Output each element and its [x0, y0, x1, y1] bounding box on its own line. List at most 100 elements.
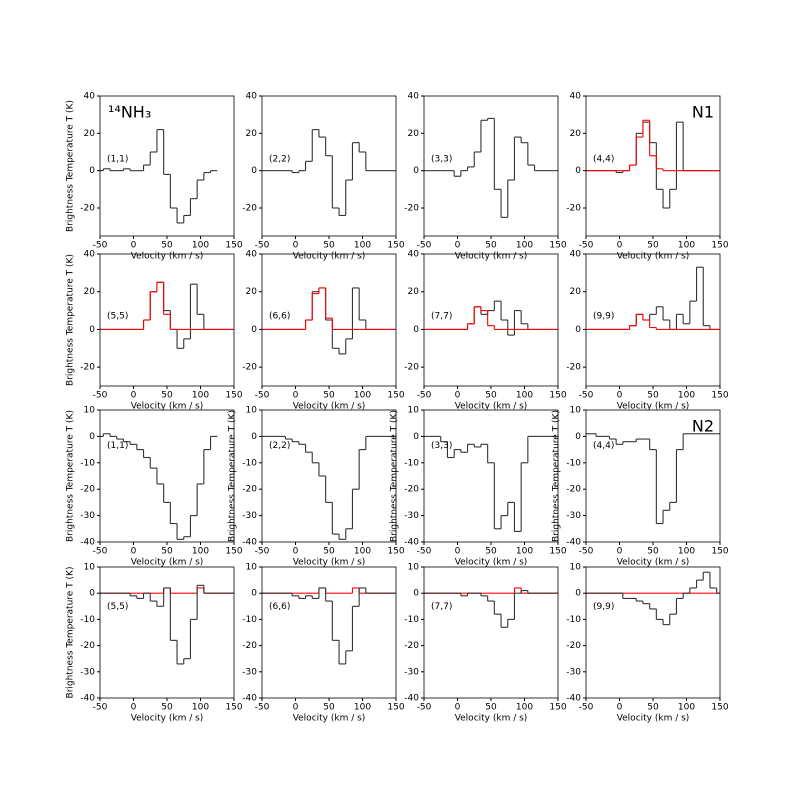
- panel: -50 0 50 100 150 -20 0 20 40 Velocity (km / s) (7,…: [404, 250, 567, 412]
- x-axis-label: Velocity (km / s): [617, 402, 690, 412]
- x-tick-label: 0: [617, 547, 623, 557]
- y-tick-label: -30: [566, 511, 581, 521]
- axes-frame: [261, 566, 397, 699]
- y-tick-label: 0: [413, 325, 419, 335]
- y-tick-label: -20: [242, 204, 257, 214]
- y-tick-label: 0: [251, 432, 257, 442]
- y-tick-label: -10: [80, 458, 95, 468]
- x-tick-label: 0: [455, 703, 461, 713]
- x-axis-label: Velocity (km / s): [293, 558, 366, 568]
- x-axis-label: Velocity (km / s): [455, 714, 528, 724]
- y-tick-label: 10: [84, 563, 96, 573]
- x-tick-label: 50: [323, 391, 335, 401]
- y-tick-label: 20: [84, 129, 96, 139]
- y-tick-label: -10: [566, 458, 581, 468]
- panel-label: (1,1): [107, 441, 128, 451]
- axes-frame: [99, 409, 235, 543]
- x-tick-label: 50: [161, 391, 173, 401]
- x-tick-label: 50: [485, 547, 497, 557]
- x-tick-label: -50: [417, 547, 432, 557]
- panel-tag: N2: [692, 417, 714, 436]
- y-tick-label: 0: [251, 325, 257, 335]
- y-tick-label: -20: [80, 204, 95, 214]
- panel-label: (6,6): [269, 602, 290, 612]
- y-tick-label: 20: [408, 287, 420, 297]
- x-tick-label: 100: [192, 547, 209, 557]
- panel-label: (4,4): [593, 155, 614, 165]
- x-tick-label: 50: [323, 703, 335, 713]
- y-tick-label: -10: [404, 615, 419, 625]
- x-tick-label: 50: [161, 241, 173, 251]
- y-tick-label: 40: [570, 250, 582, 260]
- y-axis-label: Brightness Temperature T (K): [66, 567, 76, 699]
- y-tick-label: -40: [242, 538, 257, 548]
- y-tick-label: 40: [84, 250, 96, 260]
- x-tick-label: 0: [293, 703, 299, 713]
- y-tick-label: 40: [408, 92, 420, 102]
- x-tick-label: -50: [255, 703, 270, 713]
- y-tick-label: 20: [246, 287, 258, 297]
- axes-frame: [261, 95, 397, 237]
- y-tick-label: -20: [566, 363, 581, 373]
- x-tick-label: 50: [647, 391, 659, 401]
- y-tick-label: 0: [575, 432, 581, 442]
- x-tick-label: 0: [455, 391, 461, 401]
- y-tick-label: -30: [80, 511, 95, 521]
- x-tick-label: 50: [485, 241, 497, 251]
- y-tick-label: 20: [408, 129, 420, 139]
- panel: -50 0 50 100 150 -20 0 20 40 Velocity (km / s) (9,…: [566, 250, 729, 412]
- x-tick-label: -50: [417, 241, 432, 251]
- x-tick-label: 100: [516, 241, 533, 251]
- y-tick-label: 10: [246, 406, 258, 416]
- panel: -50 0 50 100 150 -20 0 20 40 Velocity (km / s) (3,…: [404, 92, 567, 262]
- y-tick-label: -40: [566, 538, 581, 548]
- x-tick-label: 150: [549, 547, 566, 557]
- x-axis-label: Velocity (km / s): [293, 714, 366, 724]
- y-tick-label: 0: [251, 166, 257, 176]
- x-tick-label: 150: [711, 703, 728, 713]
- x-tick-label: 50: [485, 391, 497, 401]
- x-tick-label: 100: [516, 703, 533, 713]
- y-tick-label: 10: [246, 563, 258, 573]
- x-tick-label: 0: [131, 703, 137, 713]
- x-tick-label: 100: [192, 241, 209, 251]
- x-tick-label: -50: [579, 547, 594, 557]
- x-tick-label: 150: [549, 391, 566, 401]
- y-tick-label: -20: [566, 485, 581, 495]
- y-tick-label: 0: [89, 325, 95, 335]
- x-tick-label: -50: [255, 241, 270, 251]
- axes-frame: [585, 253, 721, 387]
- axes-frame: [585, 409, 721, 543]
- y-tick-label: 10: [570, 406, 582, 416]
- y-tick-label: 0: [413, 589, 419, 599]
- y-tick-label: 0: [575, 589, 581, 599]
- x-tick-label: 150: [549, 241, 566, 251]
- x-tick-label: 150: [225, 391, 242, 401]
- x-tick-label: 150: [549, 703, 566, 713]
- x-tick-label: 50: [323, 241, 335, 251]
- y-tick-label: 0: [413, 166, 419, 176]
- x-axis-label: Velocity (km / s): [455, 402, 528, 412]
- y-tick-label: -10: [80, 615, 95, 625]
- x-tick-label: -50: [579, 241, 594, 251]
- x-tick-label: -50: [579, 703, 594, 713]
- x-tick-label: 150: [711, 547, 728, 557]
- y-tick-label: -30: [404, 667, 419, 677]
- x-tick-label: 150: [387, 391, 404, 401]
- x-tick-label: -50: [255, 547, 270, 557]
- x-axis-label: Velocity (km / s): [131, 714, 204, 724]
- y-tick-label: -30: [242, 511, 257, 521]
- panel: -50 0 50 100 150 -20 0 20 40 Velocity (km / s) (2,…: [242, 92, 405, 262]
- panel-label: (4,4): [593, 441, 614, 451]
- y-tick-label: 0: [575, 325, 581, 335]
- panel-label: (7,7): [431, 312, 452, 322]
- y-tick-label: -30: [566, 667, 581, 677]
- axes-frame: [99, 253, 235, 387]
- panel-tag: N1: [692, 103, 714, 122]
- y-tick-label: -40: [404, 538, 419, 548]
- y-tick-label: 20: [246, 129, 258, 139]
- x-tick-label: -50: [93, 391, 108, 401]
- y-tick-label: -10: [242, 458, 257, 468]
